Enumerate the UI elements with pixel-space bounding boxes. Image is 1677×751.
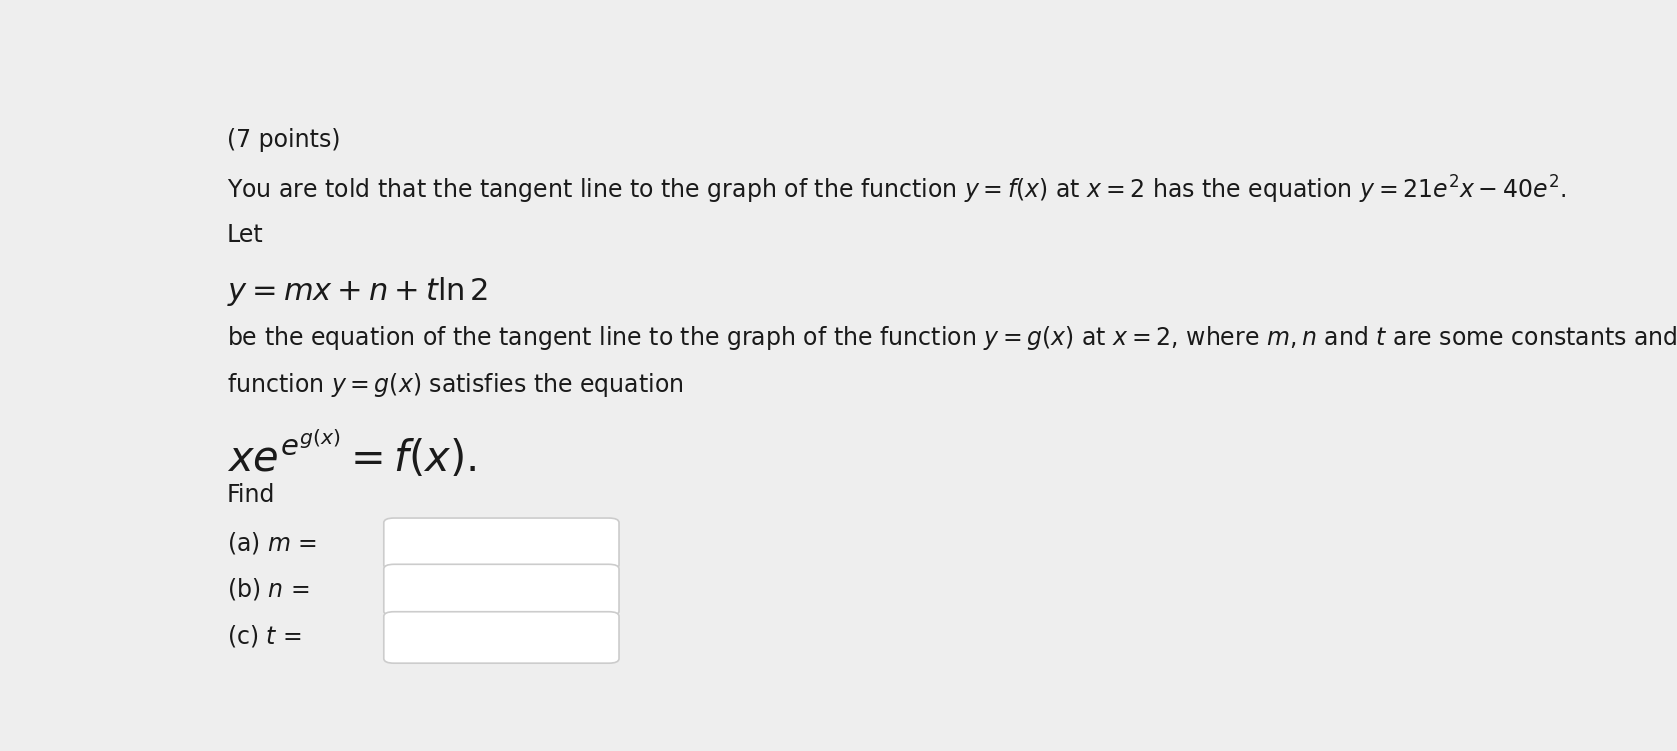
Text: (a) $m$ =: (a) $m$ =: [226, 529, 317, 556]
Text: be the equation of the tangent line to the graph of the function $y = g(x)$ at $: be the equation of the tangent line to t…: [226, 324, 1677, 352]
Text: Find: Find: [226, 484, 275, 508]
Text: (b) $n$ =: (b) $n$ =: [226, 576, 309, 602]
Text: Let: Let: [226, 223, 263, 247]
Text: $xe^{e^{g(x)}} = f(x).$: $xe^{e^{g(x)}} = f(x).$: [226, 428, 476, 481]
Text: You are told that the tangent line to the graph of the function $y = f(x)$ at $x: You are told that the tangent line to th…: [226, 174, 1566, 207]
Text: (c) $t$ =: (c) $t$ =: [226, 623, 302, 650]
Text: function $y = g(x)$ satisfies the equation: function $y = g(x)$ satisfies the equati…: [226, 370, 683, 399]
Text: (7 points): (7 points): [226, 128, 340, 152]
FancyBboxPatch shape: [384, 612, 619, 663]
FancyBboxPatch shape: [384, 564, 619, 616]
Text: $y = mx + n + t\ln 2$: $y = mx + n + t\ln 2$: [226, 275, 488, 308]
FancyBboxPatch shape: [384, 518, 619, 569]
